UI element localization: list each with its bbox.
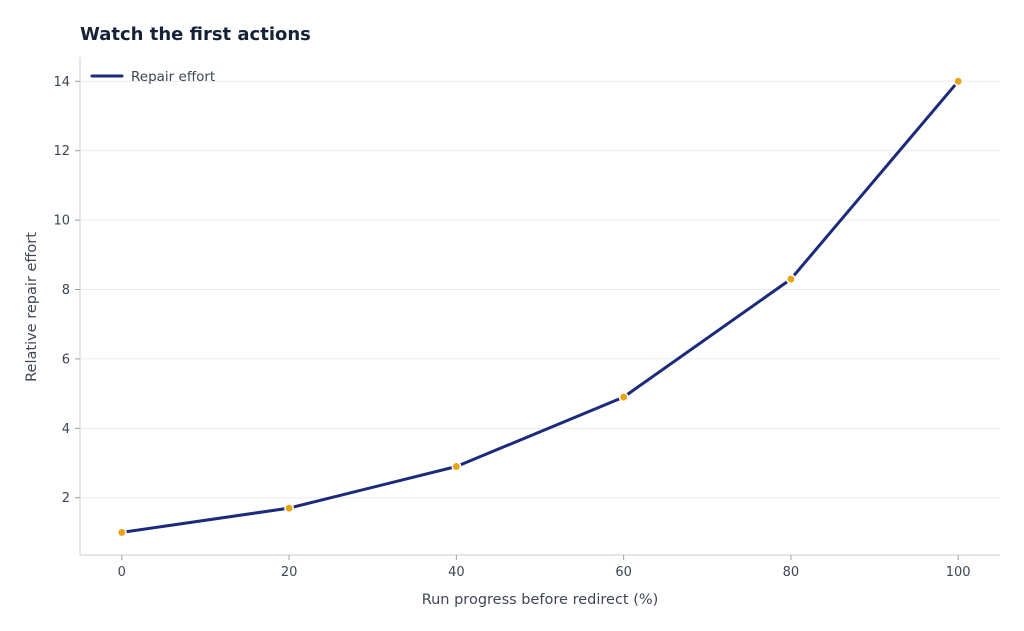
y-tick-label: 12 — [53, 144, 70, 159]
chart-title: Watch the first actions — [80, 24, 311, 45]
x-tick-label: 80 — [783, 565, 800, 580]
data-point — [284, 503, 295, 514]
gridlines — [80, 80, 1000, 499]
x-tick-label: 60 — [615, 565, 632, 580]
data-point — [953, 76, 964, 87]
data-point — [451, 461, 462, 472]
data-point — [116, 527, 127, 538]
x-tick-label: 100 — [946, 565, 971, 580]
legend-label-repair-effort: Repair effort — [131, 69, 215, 85]
y-tick-label: 10 — [53, 214, 70, 229]
legend: Repair effort — [90, 69, 215, 85]
y-axis-ticks: 2 4 6 8 10 12 14 — [53, 75, 80, 506]
x-axis-label: Run progress before redirect (%) — [422, 592, 659, 608]
series-line-repair-effort — [120, 79, 960, 534]
y-tick-label: 6 — [62, 352, 70, 367]
y-tick-label: 8 — [62, 283, 70, 298]
x-tick-label: 40 — [448, 565, 465, 580]
data-point — [785, 274, 796, 285]
y-tick-label: 14 — [53, 75, 70, 90]
y-tick-label: 2 — [62, 491, 70, 506]
x-axis-ticks: 0 20 40 60 80 100 — [118, 555, 971, 580]
series-group — [116, 76, 964, 538]
x-tick-label: 20 — [281, 565, 298, 580]
data-point — [618, 392, 629, 403]
x-tick-label: 0 — [118, 565, 126, 580]
y-tick-label: 4 — [62, 422, 70, 437]
y-axis-label: Relative repair effort — [24, 232, 40, 382]
